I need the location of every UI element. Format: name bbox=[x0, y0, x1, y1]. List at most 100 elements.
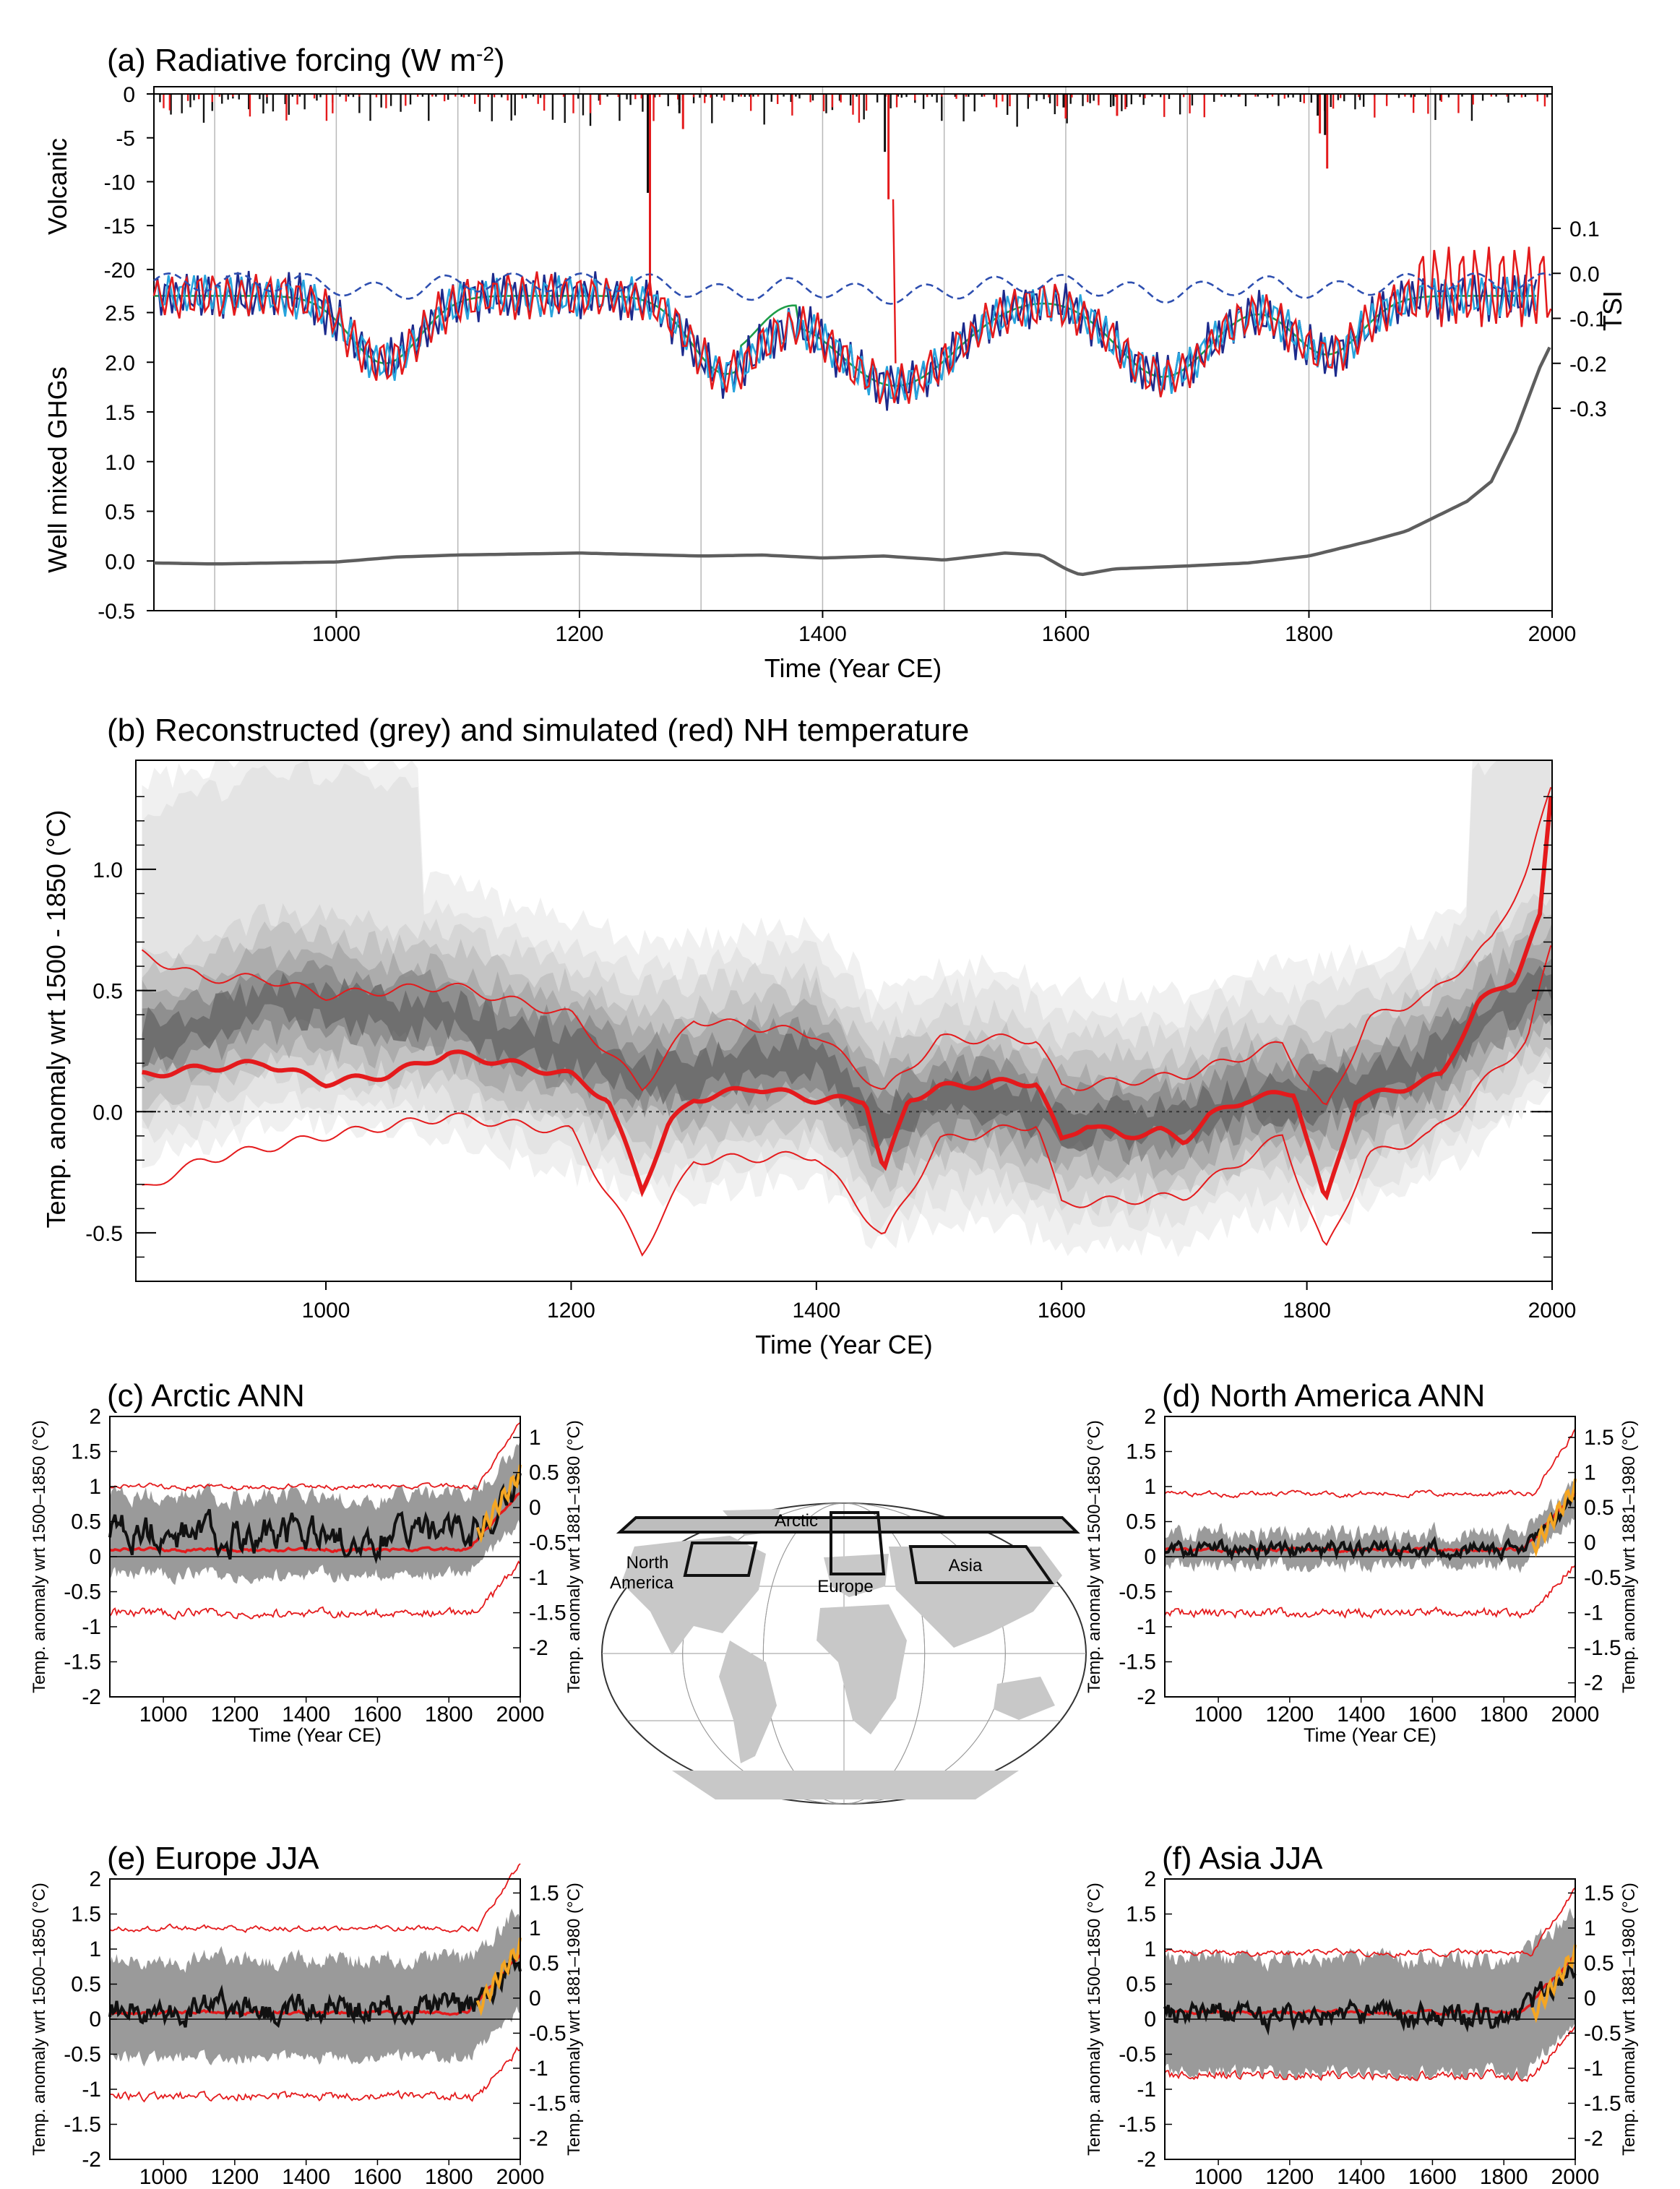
panel-a-title-main: (a) Radiative forcing (W m bbox=[107, 43, 476, 78]
panel_e-reconstruction-band bbox=[110, 1908, 520, 2067]
panel-a-title-sup: -2 bbox=[476, 43, 494, 65]
x-tick-label: 1200 bbox=[547, 1299, 595, 1323]
x-tick-label: 2000 bbox=[1528, 1299, 1577, 1323]
panel_e-right-tick-label: 0 bbox=[529, 1987, 541, 2010]
panel_e-sim-upper bbox=[109, 1863, 521, 1933]
panel_c-right-ylabel: Temp. anomaly wrt 1881–1980 (°C) bbox=[564, 1420, 584, 1693]
panel_f-right-tick-label: 0.5 bbox=[1584, 1951, 1614, 1975]
panel-b-xlabel: Time (Year CE) bbox=[755, 1330, 932, 1359]
panel_e-left-tick-label: 0.5 bbox=[71, 1973, 101, 1997]
map-label-north-america: North America bbox=[610, 1553, 674, 1593]
panel_e-sim-lower bbox=[109, 2046, 521, 2103]
panel_e-left-tick-label: 1 bbox=[89, 1938, 101, 1961]
panel_f-right-tick-label: -0.5 bbox=[1584, 2021, 1621, 2045]
panel_d-right-tick-label: -1 bbox=[1584, 1601, 1603, 1625]
panel_d-x-tick-label: 1000 bbox=[1194, 1703, 1243, 1726]
panel-e-europe: (e) Europe JJA21.510.50-0.5-1-1.5-21.510… bbox=[30, 1841, 584, 2189]
panel-a-xlabel: Time (Year CE) bbox=[764, 653, 942, 683]
tsi-line bbox=[152, 246, 1552, 405]
sim-upper bbox=[141, 786, 1552, 1106]
tsi-tick-label: -0.3 bbox=[1569, 397, 1607, 421]
x-tick-label: 1600 bbox=[1038, 1299, 1086, 1323]
tsi-tick-label: 0.0 bbox=[1569, 262, 1600, 286]
panel_f-x-tick-label: 1800 bbox=[1480, 2165, 1528, 2189]
panel_e-xlabel: Time (Year CE) bbox=[249, 2187, 382, 2189]
panel_c-x-tick-label: 1800 bbox=[425, 1703, 473, 1726]
panel_d-left-tick-label: 1 bbox=[1144, 1475, 1156, 1499]
panel_f-right-tick-label: -1.5 bbox=[1584, 2091, 1621, 2115]
tsi-line bbox=[152, 274, 1538, 405]
panel_c-sim-lower bbox=[109, 1560, 521, 1620]
panel_e-right-tick-label: 0.5 bbox=[529, 1951, 559, 1975]
panel_d-x-tick-label: 1800 bbox=[1480, 1703, 1528, 1726]
tsi-tick-label: 0.1 bbox=[1569, 218, 1600, 241]
panel_f-sim-lower bbox=[1164, 2026, 1576, 2083]
volcanic-series bbox=[159, 94, 1548, 274]
volc-tick-label: -10 bbox=[104, 171, 135, 194]
panel_f-reconstruction-mean bbox=[1163, 1962, 1577, 2036]
y-tick-label: 1.0 bbox=[92, 859, 123, 882]
panel_c-right-tick-label: -2 bbox=[529, 1636, 548, 1660]
panel_e-left-tick-label: -0.5 bbox=[64, 2043, 101, 2067]
panel_c-left-tick-label: -1.5 bbox=[64, 1651, 101, 1674]
panel_f-left-tick-label: 1.5 bbox=[1126, 1903, 1156, 1927]
panel_c-instrumental bbox=[475, 1464, 522, 1544]
x-tick-label: 1400 bbox=[792, 1299, 840, 1323]
panel_e-left-tick-label: 0 bbox=[89, 2008, 101, 2031]
volc-tick-label: -5 bbox=[116, 127, 135, 151]
panel-b-ylabel: Temp. anomaly wrt 1500 - 1850 (°C) bbox=[41, 810, 71, 1229]
panel_e-x-tick-label: 1400 bbox=[282, 2165, 330, 2189]
panel_c-right-tick-label: 1 bbox=[529, 1426, 541, 1450]
tsi-series bbox=[152, 199, 1552, 411]
north-america-land bbox=[621, 1536, 766, 1655]
south-america-land bbox=[719, 1640, 777, 1763]
panel_d-sim-lower bbox=[1164, 1565, 1576, 1620]
map-label-line: America bbox=[610, 1573, 674, 1593]
panel_d-left-tick-label: -1 bbox=[1137, 1615, 1156, 1639]
panel_e-right-tick-label: -1.5 bbox=[529, 2091, 567, 2115]
panel_f-x-tick-label: 1000 bbox=[1194, 2165, 1243, 2189]
asia-land bbox=[889, 1547, 1062, 1648]
volcanic-axis-label: Volcanic bbox=[43, 138, 72, 235]
panel-a-frame bbox=[153, 86, 1553, 611]
africa-land bbox=[817, 1604, 907, 1734]
panel_d-left-tick-label: -2 bbox=[1137, 1685, 1156, 1709]
panel_d-right-tick-label: 1 bbox=[1584, 1461, 1596, 1485]
panel_e-x-tick-label: 1800 bbox=[425, 2165, 473, 2189]
panel_c-x-tick-label: 2000 bbox=[496, 1703, 545, 1726]
panel_f-left-tick-label: 0.5 bbox=[1126, 1973, 1156, 1997]
panel_e-left-tick-label: 2 bbox=[89, 1867, 101, 1891]
panel_e-x-tick-label: 1200 bbox=[210, 2165, 259, 2189]
panel_f-right-tick-label: -2 bbox=[1584, 2127, 1603, 2151]
panel_c-right-tick-label: -1 bbox=[529, 1566, 548, 1590]
panel_e-right-ylabel: Temp. anomaly wrt 1881–1980 (°C) bbox=[564, 1883, 584, 2156]
panel_d-sim-upper bbox=[1164, 1428, 1576, 1499]
region-map: Arctic North America Europe Asia bbox=[601, 1502, 1087, 1805]
panel_f-instrumental bbox=[1530, 1944, 1577, 2024]
ghg-tick-label: -0.5 bbox=[98, 600, 135, 624]
panel_d-right-tick-label: 1.5 bbox=[1584, 1426, 1614, 1450]
panel_f-right-tick-label: -1 bbox=[1584, 2057, 1603, 2081]
asia-region-box bbox=[908, 1545, 1054, 1584]
panel_e-left-tick-label: -1.5 bbox=[64, 2113, 101, 2137]
panel_c-xlabel: Time (Year CE) bbox=[249, 1724, 382, 1746]
panel_c-left-tick-label: 1 bbox=[89, 1475, 101, 1499]
panel_d-left-tick-label: 2 bbox=[1144, 1405, 1156, 1429]
x-tick-label: 2000 bbox=[1528, 622, 1577, 646]
x-tick-label: 1000 bbox=[312, 622, 361, 646]
panel_f-right-tick-label: 1.5 bbox=[1584, 1881, 1614, 1905]
x-tick-label: 1800 bbox=[1285, 622, 1333, 646]
panel_d-title: (d) North America ANN bbox=[1162, 1378, 1485, 1414]
panel_f-left-tick-label: 1 bbox=[1144, 1938, 1156, 1961]
panel_e-right-tick-label: 1 bbox=[529, 1917, 541, 1940]
panel_f-left-tick-label: -1.5 bbox=[1119, 2113, 1156, 2137]
panel_d-left-tick-label: -1.5 bbox=[1119, 1651, 1156, 1674]
ghg-tick-label: 0.5 bbox=[105, 501, 135, 525]
panel_c-left-tick-label: 2 bbox=[89, 1405, 101, 1429]
tsi-dashed-line bbox=[153, 272, 1551, 305]
panel_f-x-tick-label: 2000 bbox=[1551, 2165, 1600, 2189]
panel_e-left-tick-label: -1 bbox=[82, 2078, 101, 2102]
panel_e-x-tick-label: 1600 bbox=[353, 2165, 402, 2189]
